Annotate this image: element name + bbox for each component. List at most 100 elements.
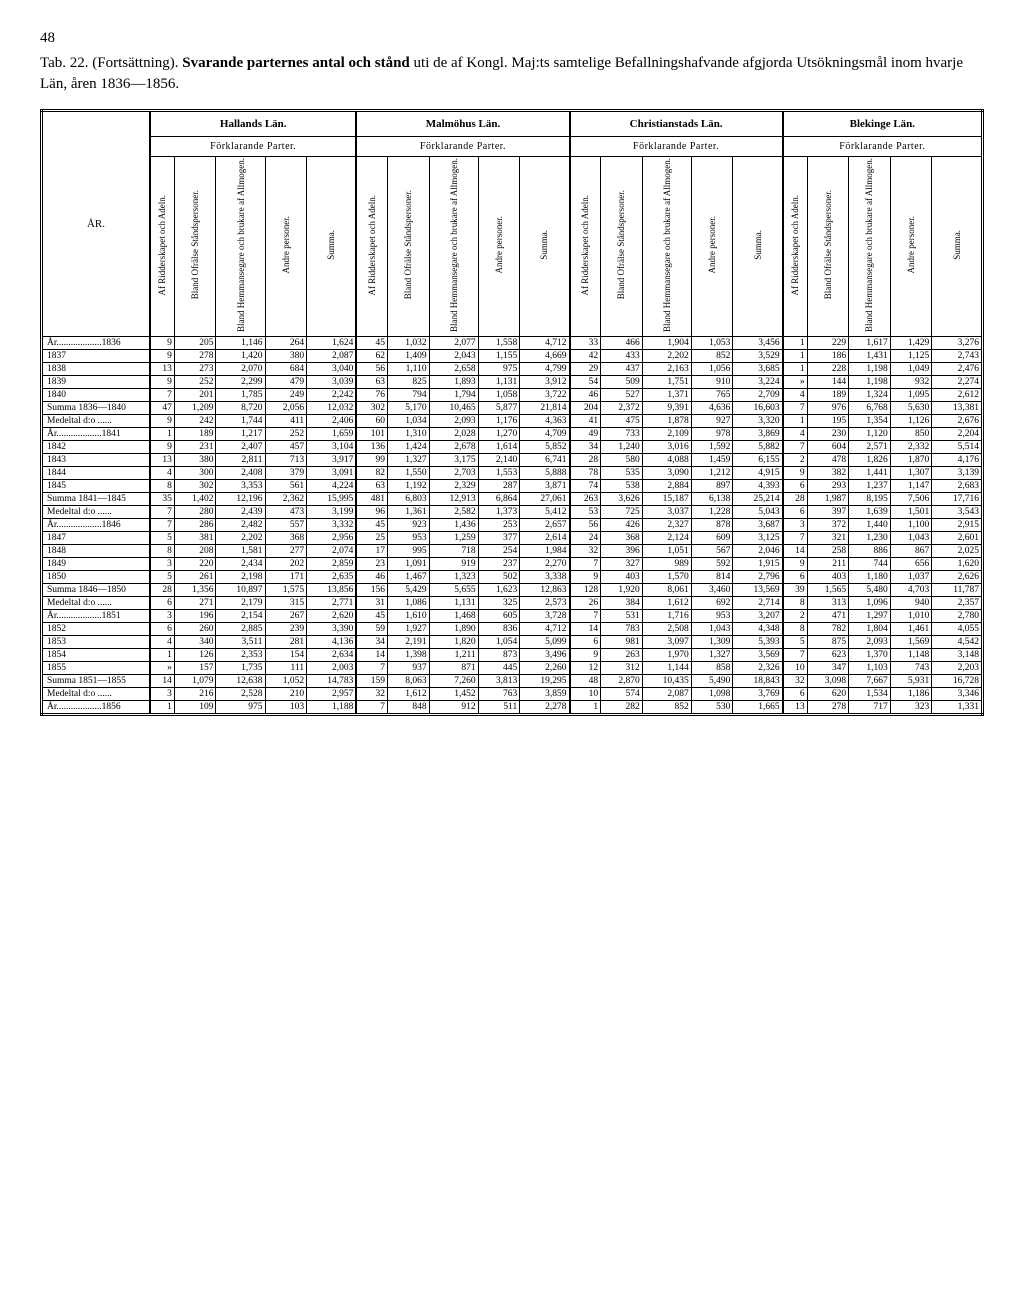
cell: 2,406 xyxy=(307,414,357,427)
cell: 2,434 xyxy=(216,557,265,570)
cell: 1,744 xyxy=(216,414,265,427)
cell: 1,010 xyxy=(890,609,932,622)
cell: 282 xyxy=(601,700,643,714)
cell: 1,370 xyxy=(849,648,891,661)
cell: 2,332 xyxy=(890,440,932,453)
cell: 4,136 xyxy=(307,635,357,648)
cell: 1,212 xyxy=(691,466,733,479)
cell: 1,431 xyxy=(849,349,891,362)
sub-header-0: Förklarande Parter. xyxy=(150,137,356,157)
table-row: 1843133802,8117133,917991,3273,1752,1406… xyxy=(42,453,983,466)
cell: 7 xyxy=(150,518,174,531)
cell: 717 xyxy=(849,700,891,714)
cell: 372 xyxy=(807,518,849,531)
cell: 457 xyxy=(265,440,307,453)
cell: 7 xyxy=(570,557,601,570)
cell: 136 xyxy=(356,440,387,453)
col-header: Bland Hemmansegare och brukare af Allmog… xyxy=(429,157,478,337)
cell: 5,655 xyxy=(429,583,478,596)
cell: 2,077 xyxy=(429,336,478,349)
cell: 1 xyxy=(150,427,174,440)
cell: 8,195 xyxy=(849,492,891,505)
cell: 45 xyxy=(356,518,387,531)
cell: 6 xyxy=(783,687,807,700)
cell: 171 xyxy=(265,570,307,583)
cell: 103 xyxy=(265,700,307,714)
cell: 850 xyxy=(890,427,932,440)
cell: 1,198 xyxy=(849,362,891,375)
cell: 3 xyxy=(783,518,807,531)
cell: 1,440 xyxy=(849,518,891,531)
cell: 927 xyxy=(691,414,733,427)
table-row: 183992522,2994793,039638251,8931,1313,91… xyxy=(42,375,983,388)
cell: 623 xyxy=(807,648,849,661)
cell: 1,100 xyxy=(890,518,932,531)
cell: 154 xyxy=(265,648,307,661)
cell: 1,146 xyxy=(216,336,265,349)
cell: 2,439 xyxy=(216,505,265,518)
cell: 1,468 xyxy=(429,609,478,622)
cell: 1,820 xyxy=(429,635,478,648)
cell: 6 xyxy=(570,635,601,648)
table-row: 184583023,3535614,224631,1922,3292873,87… xyxy=(42,479,983,492)
cell: 15,995 xyxy=(307,492,357,505)
cell: 878 xyxy=(691,518,733,531)
cell: 4 xyxy=(783,388,807,401)
cell: 302 xyxy=(174,479,216,492)
cell: 1,354 xyxy=(849,414,891,427)
row-label: 1844 xyxy=(42,466,151,479)
cell: 3 xyxy=(150,557,174,570)
cell: » xyxy=(783,375,807,388)
table-row: Summa 1841—1845351,40212,1962,36215,9954… xyxy=(42,492,983,505)
cell: 5,514 xyxy=(932,440,983,453)
table-row: 184882081,5812772,074179957182541,984323… xyxy=(42,544,983,557)
cell: 2,811 xyxy=(216,453,265,466)
cell: 3,090 xyxy=(642,466,691,479)
cell: 1,096 xyxy=(849,596,891,609)
cell: 1,970 xyxy=(642,648,691,661)
table-row: 184753812,2023682,956259531,2593772,6142… xyxy=(42,531,983,544)
cell: 99 xyxy=(356,453,387,466)
cell: 1,144 xyxy=(642,661,691,674)
cell: 2,714 xyxy=(733,596,783,609)
cell: 302 xyxy=(356,401,387,414)
cell: 3,016 xyxy=(642,440,691,453)
cell: 1,237 xyxy=(849,479,891,492)
cell: 9 xyxy=(783,557,807,570)
cell: 4 xyxy=(783,427,807,440)
cell: 814 xyxy=(691,570,733,583)
cell: 2,270 xyxy=(520,557,570,570)
cell: 1,716 xyxy=(642,609,691,622)
cell: 261 xyxy=(174,570,216,583)
cell: 28 xyxy=(150,583,174,596)
cell: 4,915 xyxy=(733,466,783,479)
cell: 82 xyxy=(356,466,387,479)
cell: 733 xyxy=(601,427,643,440)
col-header: Summa. xyxy=(307,157,357,337)
cell: 4,088 xyxy=(642,453,691,466)
cell: 59 xyxy=(356,622,387,635)
cell: 2,109 xyxy=(642,427,691,440)
table-row: År...................185131962,1542672,6… xyxy=(42,609,983,622)
cell: 76 xyxy=(356,388,387,401)
row-label: 1855 xyxy=(42,661,151,674)
cell: 397 xyxy=(807,505,849,518)
cell: 7 xyxy=(356,661,387,674)
col-header: Summa. xyxy=(520,157,570,337)
cell: 54 xyxy=(570,375,601,388)
cell: 278 xyxy=(174,349,216,362)
cell: 3,769 xyxy=(733,687,783,700)
cell: 426 xyxy=(601,518,643,531)
cell: 313 xyxy=(807,596,849,609)
cell: 2,683 xyxy=(932,479,983,492)
cell: 202 xyxy=(265,557,307,570)
cell: » xyxy=(150,661,174,674)
cell: 940 xyxy=(890,596,932,609)
cell: 1,270 xyxy=(478,427,520,440)
cell: 1 xyxy=(783,349,807,362)
cell: 186 xyxy=(807,349,849,362)
table-row: 184932202,4342022,859231,0919192372,2707… xyxy=(42,557,983,570)
cell: 13,569 xyxy=(733,583,783,596)
cell: 6 xyxy=(783,479,807,492)
cell: 196 xyxy=(174,609,216,622)
